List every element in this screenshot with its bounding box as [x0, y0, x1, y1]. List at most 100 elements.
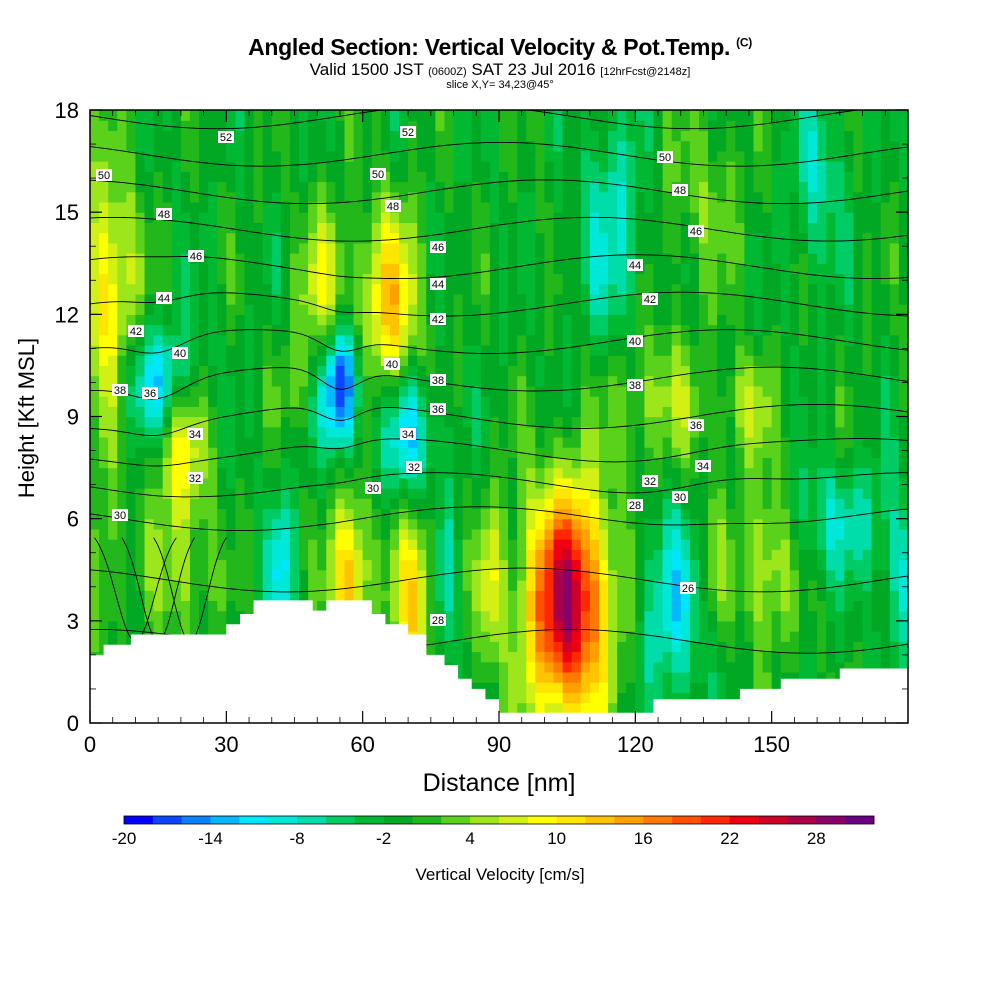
w-cell: [90, 436, 100, 448]
w-cell: [308, 518, 318, 530]
w-cell: [126, 467, 137, 479]
w-cell: [735, 579, 745, 591]
w-cell: [326, 140, 336, 152]
w-cell: [226, 222, 237, 234]
w-cell: [762, 201, 773, 213]
w-cell: [671, 273, 682, 285]
w-cell: [617, 253, 627, 264]
w-cell: [126, 140, 137, 152]
w-cell: [698, 355, 709, 367]
w-cell: [126, 620, 137, 632]
w-cell: [689, 314, 700, 326]
w-cell: [617, 651, 627, 663]
w-cell: [280, 110, 291, 121]
w-cell: [253, 181, 264, 193]
w-cell: [444, 212, 455, 223]
w-cell: [244, 212, 255, 223]
w-cell: [108, 569, 118, 581]
w-cell: [262, 130, 273, 142]
w-cell: [417, 416, 427, 428]
w-cell: [144, 130, 155, 142]
w-cell: [626, 620, 636, 632]
w-cell: [635, 304, 646, 315]
w-cell: [653, 671, 664, 683]
w-cell: [835, 222, 845, 234]
w-cell: [117, 559, 127, 571]
w-cell: [698, 283, 709, 295]
w-cell: [135, 232, 146, 244]
w-cell: [653, 304, 664, 315]
w-cell: [453, 283, 464, 295]
w-cell: [617, 242, 627, 254]
w-cell: [826, 222, 836, 234]
w-cell: [99, 467, 109, 479]
w-cell: [562, 549, 573, 561]
w-cell: [689, 181, 700, 193]
w-cell: [662, 641, 673, 653]
w-cell: [344, 293, 355, 305]
w-cell: [408, 120, 418, 132]
w-cell: [235, 161, 246, 172]
w-cell: [835, 600, 845, 612]
w-cell: [780, 355, 791, 367]
w-cell: [608, 314, 618, 326]
w-cell: [444, 150, 455, 162]
w-cell: [317, 406, 327, 418]
w-cell: [471, 253, 482, 264]
w-cell: [789, 631, 800, 642]
w-cell: [289, 457, 300, 469]
w-cell: [389, 590, 400, 601]
w-cell: [335, 293, 346, 305]
w-cell: [408, 150, 418, 162]
w-cell: [108, 528, 118, 540]
w-cell: [399, 283, 409, 295]
w-cell: [426, 631, 436, 642]
w-cell: [653, 396, 664, 407]
w-cell: [753, 590, 764, 601]
w-cell: [644, 273, 655, 285]
w-cell: [217, 477, 227, 489]
w-cell: [835, 518, 845, 530]
w-cell: [344, 191, 355, 203]
w-cell: [135, 304, 146, 315]
w-cell: [317, 201, 327, 213]
w-cell: [280, 120, 291, 132]
w-cell: [399, 610, 409, 622]
w-cell: [489, 201, 500, 213]
w-cell: [671, 396, 682, 407]
w-cell: [244, 518, 255, 530]
w-cell: [680, 212, 691, 223]
w-cell: [789, 661, 800, 673]
w-cell: [735, 263, 745, 275]
w-cell: [126, 304, 137, 315]
w-cell: [389, 120, 400, 132]
w-cell: [635, 344, 646, 356]
w-cell: [817, 579, 827, 591]
w-cell: [798, 385, 809, 397]
w-cell: [744, 457, 755, 469]
w-cell: [126, 477, 137, 489]
w-cell: [789, 600, 800, 612]
w-cell: [371, 406, 382, 418]
w-cell: [289, 314, 300, 326]
w-cell: [662, 283, 673, 295]
w-cell: [562, 426, 573, 438]
w-cell: [635, 426, 646, 438]
w-cell: [462, 324, 473, 336]
w-cell: [508, 314, 518, 326]
w-cell: [117, 344, 127, 356]
w-cell: [271, 518, 282, 530]
w-cell: [517, 324, 527, 336]
w-cell: [462, 457, 473, 469]
w-cell: [580, 120, 591, 132]
w-cell: [499, 191, 509, 203]
w-cell: [471, 488, 482, 499]
w-cell: [108, 549, 118, 561]
w-cell: [380, 498, 391, 510]
w-cell: [126, 406, 137, 418]
w-cell: [508, 528, 518, 540]
w-cell: [735, 682, 745, 693]
w-cell: [771, 416, 782, 428]
w-cell: [708, 651, 718, 663]
w-cell: [208, 130, 218, 142]
